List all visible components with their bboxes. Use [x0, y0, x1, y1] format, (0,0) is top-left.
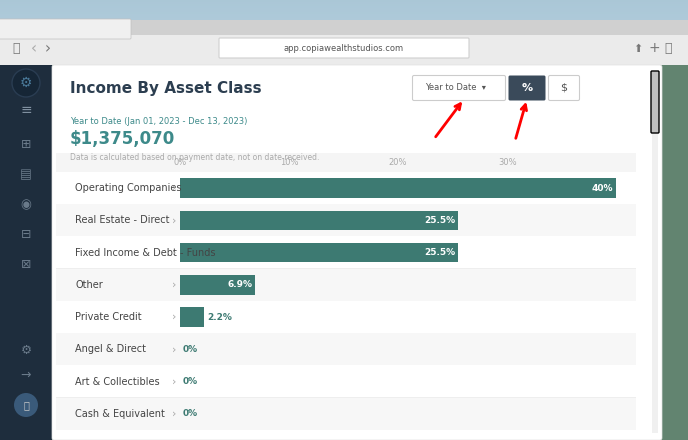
Bar: [652, 72, 658, 433]
FancyBboxPatch shape: [413, 76, 506, 100]
FancyBboxPatch shape: [508, 76, 546, 100]
Text: +: +: [648, 41, 660, 55]
Bar: [56, 398, 636, 430]
Text: $1,375,070: $1,375,070: [70, 130, 175, 148]
Bar: [0, 2, 688, 4]
Bar: [0, 0, 688, 2]
Text: %: %: [522, 83, 533, 93]
Text: 25.5%: 25.5%: [424, 216, 455, 225]
Text: ›: ›: [172, 409, 176, 419]
Text: ⊞: ⊞: [21, 139, 31, 151]
Bar: [0, 16, 688, 18]
Text: 0%: 0%: [183, 345, 198, 354]
FancyBboxPatch shape: [651, 71, 659, 133]
Text: ▤: ▤: [20, 169, 32, 181]
Bar: [0, 65, 52, 440]
Text: Year to Date (Jan 01, 2023 - Dec 13, 2023): Year to Date (Jan 01, 2023 - Dec 13, 202…: [70, 117, 248, 126]
Circle shape: [14, 393, 38, 417]
Text: Income By Asset Class: Income By Asset Class: [70, 81, 261, 96]
Text: Real Estate - Direct: Real Estate - Direct: [75, 215, 169, 225]
Text: app.copiawealthstudios.com: app.copiawealthstudios.com: [284, 44, 404, 53]
Text: ›: ›: [172, 345, 176, 354]
Text: 👤: 👤: [23, 400, 29, 410]
Text: Operating Companies: Operating Companies: [75, 183, 182, 193]
Text: ›: ›: [172, 183, 176, 193]
Text: ›: ›: [172, 312, 176, 322]
Bar: [0, 0, 688, 35]
Text: ‹: ‹: [31, 41, 37, 56]
Text: ⬆: ⬆: [634, 44, 643, 54]
Text: ≡: ≡: [20, 103, 32, 117]
Text: 20%: 20%: [389, 158, 407, 167]
Text: Year to Date  ▾: Year to Date ▾: [425, 84, 486, 92]
FancyBboxPatch shape: [219, 38, 469, 58]
Text: 6.9%: 6.9%: [227, 280, 252, 290]
Bar: [180, 308, 204, 327]
Text: Fixed Income & Debt - Funds: Fixed Income & Debt - Funds: [75, 248, 215, 258]
Text: Cash & Equivalent: Cash & Equivalent: [75, 409, 165, 419]
Text: ›: ›: [172, 215, 176, 225]
Bar: [0, 4, 688, 6]
Text: Private Credit: Private Credit: [75, 312, 142, 322]
Text: 0%: 0%: [183, 377, 198, 386]
Bar: [0, 65, 688, 440]
Text: 10%: 10%: [280, 158, 299, 167]
Text: ›: ›: [172, 248, 176, 258]
Text: ⊟: ⊟: [21, 228, 31, 242]
Bar: [56, 333, 636, 366]
Text: 40%: 40%: [592, 183, 613, 193]
Text: ⬜: ⬜: [12, 42, 20, 55]
Text: $: $: [561, 83, 568, 93]
Text: 25.5%: 25.5%: [424, 248, 455, 257]
Bar: [56, 269, 636, 301]
Bar: [56, 366, 636, 398]
Bar: [56, 236, 636, 269]
Text: ⚙: ⚙: [20, 76, 32, 90]
Text: 0%: 0%: [183, 409, 198, 418]
Bar: [0, 18, 688, 20]
Bar: [180, 275, 255, 294]
Text: →: →: [21, 368, 31, 381]
FancyBboxPatch shape: [52, 65, 662, 440]
Text: 0%: 0%: [173, 158, 186, 167]
Bar: [56, 301, 636, 333]
Text: ›: ›: [172, 280, 176, 290]
Circle shape: [12, 69, 40, 97]
Bar: [0, 35, 688, 65]
Bar: [0, 6, 688, 8]
Bar: [56, 204, 636, 236]
Bar: [0, 20, 688, 38]
FancyBboxPatch shape: [548, 76, 579, 100]
Text: ⊠: ⊠: [21, 258, 31, 271]
Text: ›: ›: [172, 377, 176, 387]
Bar: [180, 243, 458, 262]
Text: Data is calculated based on payment date, not on date received.: Data is calculated based on payment date…: [70, 153, 319, 161]
Bar: [0, 14, 688, 16]
Text: 30%: 30%: [498, 158, 517, 167]
Text: Art & Collectibles: Art & Collectibles: [75, 377, 160, 387]
Bar: [180, 211, 458, 230]
Text: ⬜: ⬜: [664, 42, 671, 55]
Text: 2.2%: 2.2%: [207, 313, 232, 322]
Bar: [56, 153, 636, 172]
Bar: [56, 172, 636, 204]
Text: ⚙: ⚙: [21, 344, 32, 356]
Text: Angel & Direct: Angel & Direct: [75, 345, 146, 354]
Text: ›: ›: [45, 41, 51, 56]
Bar: [180, 179, 616, 198]
FancyBboxPatch shape: [0, 19, 131, 39]
Bar: [0, 12, 688, 14]
Bar: [0, 8, 688, 10]
Bar: [0, 65, 688, 440]
Bar: [0, 10, 688, 12]
Text: ◉: ◉: [21, 198, 32, 212]
Text: Other: Other: [75, 280, 103, 290]
